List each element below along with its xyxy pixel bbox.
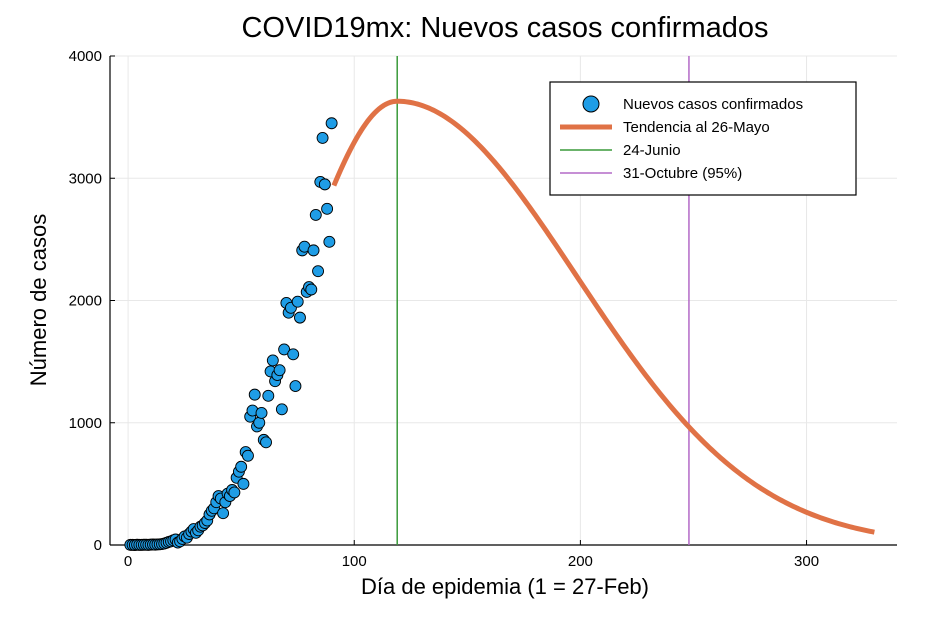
- data-point: [287, 348, 300, 361]
- data-point: [235, 460, 248, 473]
- chart-title: COVID19mx: Nuevos casos confirmados: [241, 12, 768, 44]
- legend-marker-scatter: [582, 95, 600, 113]
- legend: Nuevos casos confirmados Tendencia al 26-…: [549, 81, 857, 196]
- data-point: [262, 389, 275, 402]
- data-point: [307, 244, 320, 257]
- data-point: [228, 486, 241, 499]
- data-point: [278, 343, 291, 356]
- x-tick-label: 100: [342, 553, 367, 570]
- data-point: [273, 364, 286, 377]
- data-point: [305, 283, 318, 296]
- x-tick-label: 0: [124, 553, 132, 570]
- trend-series: [331, 98, 875, 535]
- data-point: [289, 380, 302, 393]
- scatter-series: [124, 117, 338, 551]
- legend-item-24-junio: 24-Junio: [623, 142, 681, 159]
- data-point: [291, 295, 304, 308]
- data-point: [323, 235, 336, 248]
- data-point: [294, 311, 306, 324]
- x-axis-title: Día de epidemia (1 = 27-Feb): [361, 574, 649, 599]
- legend-item-scatter: Nuevos casos confirmados: [623, 96, 803, 113]
- y-tick-label: 3000: [69, 170, 102, 187]
- data-point: [242, 449, 254, 462]
- y-tick-label: 1000: [69, 415, 102, 432]
- data-point: [237, 477, 250, 490]
- data-point: [321, 202, 334, 215]
- y-tick-label: 4000: [69, 48, 102, 65]
- data-point: [266, 354, 279, 367]
- trend-line: [331, 98, 875, 535]
- legend-box: [549, 81, 857, 196]
- data-point: [325, 117, 338, 130]
- y-tick-label: 2000: [69, 293, 102, 310]
- x-tick-label: 300: [794, 553, 819, 570]
- legend-item-31-octubre: 31-Octubre (95%): [623, 165, 742, 182]
- y-axis-title: Número de casos: [26, 214, 51, 386]
- data-point: [248, 388, 261, 401]
- data-point: [318, 178, 331, 191]
- data-point: [217, 507, 230, 520]
- y-tick-label: 0: [94, 537, 102, 554]
- data-point: [253, 416, 266, 429]
- data-point: [312, 265, 325, 278]
- data-point: [316, 131, 329, 144]
- data-point: [255, 407, 268, 419]
- legend-item-trend: Tendencia al 26-Mayo: [623, 119, 770, 136]
- data-point: [275, 403, 288, 416]
- x-tick-label: 200: [568, 553, 593, 570]
- data-point: [260, 436, 272, 449]
- data-point: [309, 208, 322, 221]
